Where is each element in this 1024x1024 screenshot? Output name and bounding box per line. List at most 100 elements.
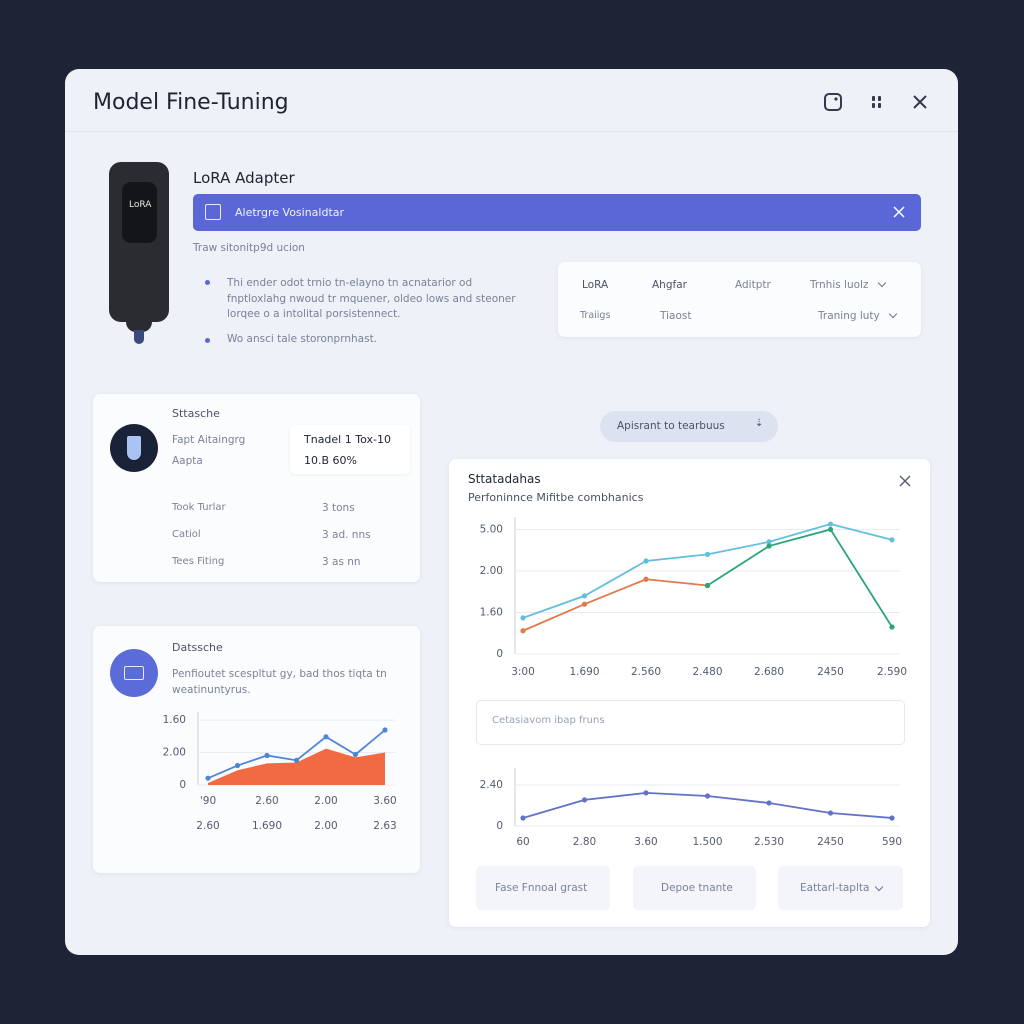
divider bbox=[65, 131, 958, 132]
x-tick-label: 3:00 bbox=[511, 666, 535, 678]
x-tick-label: 590 bbox=[882, 836, 902, 848]
banner-close[interactable] bbox=[893, 206, 905, 218]
adapter-subtitle: Traw sitonitp9d ucion bbox=[193, 242, 305, 254]
dataset-title: Datssche bbox=[172, 641, 223, 654]
dataset-chart: 0 2.00 1.60 '90 2.60 2.00 3.60 2.60 1.690 2.00 2.6… bbox=[163, 712, 397, 832]
icon-window[interactable] bbox=[824, 93, 842, 111]
setting-cell[interactable]: Traiigs bbox=[580, 310, 611, 321]
button[interactable] bbox=[778, 866, 903, 910]
button-text: Depoe tnante bbox=[661, 882, 733, 894]
y-tick-label: 2.00 bbox=[480, 565, 503, 577]
point bbox=[889, 815, 895, 821]
point bbox=[264, 752, 270, 759]
header-icons bbox=[824, 93, 927, 111]
point bbox=[766, 539, 772, 545]
point bbox=[520, 615, 526, 621]
point bbox=[766, 543, 772, 549]
stats-title: Sttasche bbox=[172, 407, 220, 420]
point bbox=[581, 797, 588, 803]
x-tick-label: 2.60 bbox=[196, 820, 219, 832]
performance-chart: 0 1.60 2.00 5.00 3:00 1.690 2.560 2.480 2.680 245… bbox=[480, 517, 907, 678]
x-tick-label: 2.680 bbox=[754, 666, 784, 678]
point bbox=[520, 628, 526, 634]
y-tick-label: 0 bbox=[496, 648, 503, 660]
stats-row-label: Tees Fiting bbox=[172, 556, 225, 567]
point bbox=[382, 727, 388, 733]
point bbox=[352, 751, 359, 758]
point bbox=[643, 576, 649, 582]
x-tick-label: 2.63 bbox=[373, 820, 396, 832]
setting-cell[interactable]: Trnhis luolz bbox=[810, 279, 869, 291]
line bbox=[522, 578, 708, 632]
icon-grid[interactable] bbox=[872, 96, 875, 101]
x-tick-label: 2450 bbox=[817, 666, 844, 678]
x-tick-label: 1.500 bbox=[692, 836, 722, 848]
point bbox=[581, 593, 588, 599]
banner[interactable] bbox=[193, 194, 921, 231]
x-tick-label: 2.560 bbox=[631, 666, 661, 678]
stats-highlight-text: 10.B 60% bbox=[304, 454, 357, 467]
point bbox=[827, 521, 834, 527]
area bbox=[208, 748, 385, 785]
panel-close[interactable] bbox=[899, 475, 911, 487]
x-tick-label: '90 bbox=[200, 795, 216, 807]
point bbox=[889, 624, 895, 630]
device-nib bbox=[134, 330, 144, 344]
setting-cell[interactable]: LoRA bbox=[582, 279, 609, 291]
x-tick-label: 3.60 bbox=[634, 836, 657, 848]
setting-cell[interactable]: Aditptr bbox=[735, 279, 771, 291]
y-tick-label: 1.60 bbox=[163, 714, 186, 726]
setting-cell[interactable]: Ahgfar bbox=[652, 279, 687, 291]
dataset-icon bbox=[110, 649, 158, 697]
y-tick-label: 1.60 bbox=[480, 606, 503, 618]
setting-cell[interactable]: Traning luty bbox=[818, 310, 880, 322]
bullet-text: Thi ender odot trnio tn-elayno tn acnata… bbox=[227, 277, 516, 320]
x-tick-label: 2.00 bbox=[314, 795, 337, 807]
x-tick-label: 3.60 bbox=[373, 795, 396, 807]
stats-highlight-text: Tnadel 1 Tox-10 bbox=[304, 433, 391, 446]
bullet-dot bbox=[205, 280, 210, 285]
dataset-description: Penfioutet scespltut gy, bad thos tiqta … bbox=[172, 668, 387, 696]
x-tick-label: 2.60 bbox=[255, 795, 278, 807]
dataset-icon-glyph bbox=[124, 666, 144, 680]
bullet-dot bbox=[205, 338, 210, 343]
secondary-chart: 0 2.40 60 2.80 3.60 1.500 2.530 2450 590 bbox=[480, 768, 902, 848]
point bbox=[234, 762, 241, 769]
point bbox=[827, 810, 834, 816]
x-tick-label: 1.690 bbox=[569, 666, 599, 678]
performance-title: Sttatadahas bbox=[468, 472, 541, 486]
line bbox=[707, 528, 893, 628]
point bbox=[520, 815, 526, 821]
dialog-title: Model Fine-Tuning bbox=[93, 90, 289, 115]
performance-panel bbox=[449, 459, 930, 927]
stats-row-label: Took Turlar bbox=[172, 502, 226, 513]
action-button-text: Apisrant to tearbuus bbox=[617, 420, 725, 432]
y-tick-label: 0 bbox=[179, 779, 186, 791]
button-text: Fase Fnnoal grast bbox=[495, 882, 588, 894]
bullet-text: Wo ansci tale storonprnhast. bbox=[227, 333, 378, 345]
stats-row-value: 3 ad. nns bbox=[322, 529, 371, 541]
button[interactable] bbox=[476, 866, 610, 910]
settings-card bbox=[558, 262, 921, 337]
icon-close[interactable] bbox=[913, 95, 927, 109]
point bbox=[704, 551, 711, 557]
x-tick-label: 2.590 bbox=[877, 666, 907, 678]
stats-highlight bbox=[290, 425, 410, 474]
point bbox=[766, 800, 772, 806]
point bbox=[581, 601, 588, 607]
setting-cell[interactable]: Tiaost bbox=[660, 310, 692, 322]
banner-icon bbox=[205, 204, 221, 220]
button[interactable] bbox=[633, 866, 756, 910]
point bbox=[293, 757, 300, 763]
point bbox=[704, 793, 711, 799]
adapter-title: LoRA Adapter bbox=[193, 169, 295, 187]
point bbox=[889, 537, 895, 543]
y-tick-label: 2.40 bbox=[480, 779, 503, 791]
input[interactable] bbox=[476, 700, 905, 745]
action-button[interactable] bbox=[600, 411, 778, 442]
y-tick-label: 0 bbox=[496, 820, 503, 832]
point bbox=[643, 790, 649, 796]
point bbox=[323, 734, 329, 740]
stats-icon-glyph bbox=[127, 436, 141, 460]
